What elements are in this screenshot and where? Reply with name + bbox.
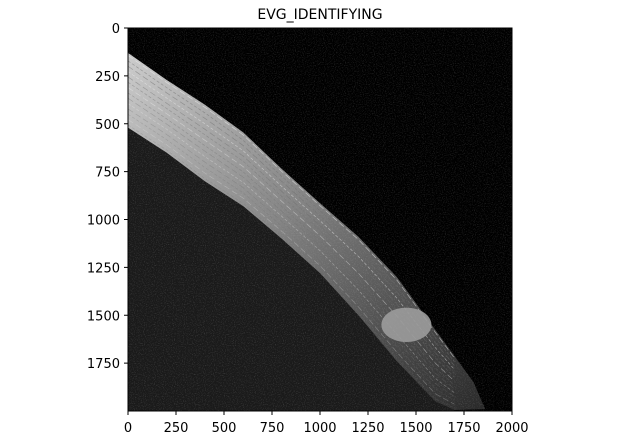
y-axis: 0 250 500 750 1000 1250 1500 1750: [87, 22, 128, 372]
y-tick-label: 1500: [87, 309, 120, 324]
y-tick-label: 250: [95, 70, 120, 85]
y-tick-label: 1000: [87, 214, 120, 229]
speckle-texture: [128, 28, 512, 411]
bright-blob: [381, 307, 432, 343]
x-tick-label: 1750: [447, 421, 480, 436]
x-axis: 0 250 500 750 1000 1250 1500 1750 2000: [124, 411, 529, 436]
x-tick-label: 1250: [351, 421, 384, 436]
x-tick-label: 0: [124, 421, 132, 436]
y-tick-label: 1250: [87, 261, 120, 276]
chart-title: EVG_IDENTIFYING: [257, 7, 382, 23]
x-tick-label: 250: [164, 421, 189, 436]
x-tick-label: 1500: [399, 421, 432, 436]
y-tick-label: 0: [112, 22, 120, 37]
y-tick-label: 750: [95, 166, 120, 181]
y-tick-label: 500: [95, 118, 120, 133]
x-tick-label: 1000: [303, 421, 336, 436]
x-tick-label: 2000: [495, 421, 528, 436]
x-tick-label: 750: [260, 421, 285, 436]
x-tick-label: 500: [212, 421, 237, 436]
y-tick-label: 1750: [87, 357, 120, 372]
image-area: [128, 28, 512, 411]
